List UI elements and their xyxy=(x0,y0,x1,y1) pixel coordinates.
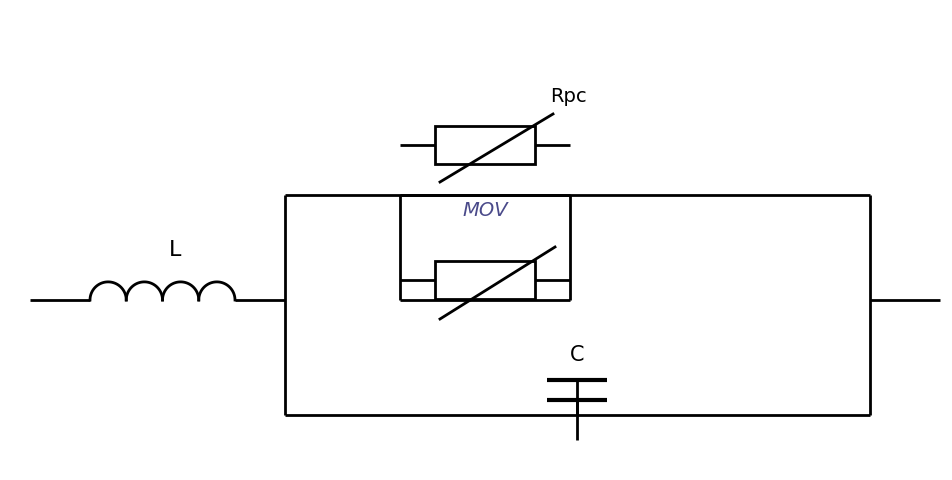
Text: MOV: MOV xyxy=(462,201,507,219)
Bar xyxy=(435,261,535,299)
Text: C: C xyxy=(569,345,585,365)
Text: L: L xyxy=(169,240,181,260)
Text: Rpc: Rpc xyxy=(550,86,586,106)
Bar xyxy=(435,126,535,164)
